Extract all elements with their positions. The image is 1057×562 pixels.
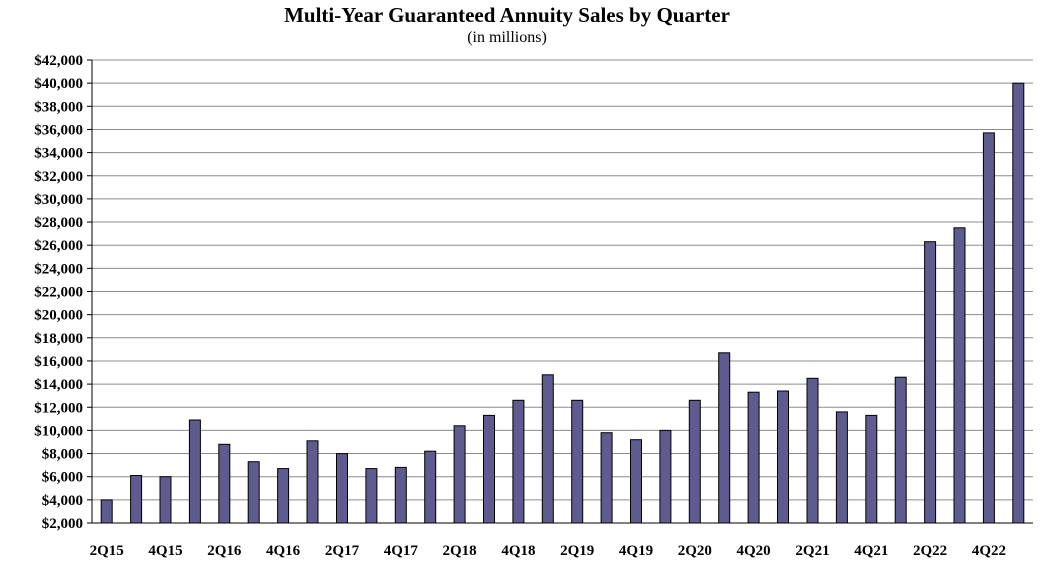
y-tick-label: $8,000 bbox=[42, 447, 83, 463]
bar bbox=[924, 241, 937, 524]
y-tick-labels: $2,000 $4,000 $6,000 $8,000 $10,000 $12,000 $1… bbox=[34, 53, 83, 532]
x-tick-labels: 2Q15 4Q15 2Q16 4Q16 2Q17 4Q17 2Q18 4Q18 2Q19 4Q19… bbox=[90, 543, 1006, 559]
y-tick-label: $26,000 bbox=[34, 238, 83, 254]
x-tick-label: 2Q17 bbox=[325, 543, 360, 559]
y-tick-label: $10,000 bbox=[34, 423, 83, 439]
bar bbox=[718, 352, 731, 524]
y-tick-label: $28,000 bbox=[34, 215, 83, 231]
bar bbox=[218, 443, 231, 524]
x-tick-label: 2Q20 bbox=[678, 543, 712, 559]
x-tick-label: 4Q17 bbox=[384, 543, 419, 559]
bar bbox=[571, 399, 584, 524]
bar bbox=[277, 468, 290, 524]
bar bbox=[394, 466, 407, 524]
bars bbox=[100, 82, 1025, 524]
x-tick-label: 2Q21 bbox=[795, 543, 829, 559]
bar bbox=[365, 468, 378, 524]
bar bbox=[1012, 82, 1025, 524]
bar bbox=[541, 374, 554, 524]
bar bbox=[865, 414, 878, 524]
bar bbox=[953, 227, 966, 524]
bar bbox=[336, 453, 348, 524]
bar bbox=[100, 499, 113, 524]
bar bbox=[806, 377, 819, 524]
y-tick-label: $14,000 bbox=[34, 377, 83, 393]
bar bbox=[630, 439, 642, 524]
x-tick-label: 4Q20 bbox=[737, 543, 771, 559]
y-tick-label: $20,000 bbox=[34, 308, 83, 324]
bar bbox=[659, 429, 672, 524]
bar bbox=[130, 475, 143, 524]
axes bbox=[91, 60, 1033, 524]
chart-title: Multi-Year Guaranteed Annuity Sales by Q… bbox=[284, 3, 730, 27]
chart-subtitle: (in millions) bbox=[467, 29, 547, 46]
y-tick-label: $32,000 bbox=[34, 169, 83, 185]
y-tick-label: $12,000 bbox=[34, 400, 83, 416]
bar bbox=[247, 461, 260, 524]
y-tick-label: $42,000 bbox=[34, 53, 83, 69]
bar bbox=[982, 132, 995, 524]
x-tick-label: 4Q19 bbox=[619, 543, 653, 559]
x-tick-label: 4Q22 bbox=[972, 543, 1006, 559]
y-tick-label: $30,000 bbox=[34, 192, 83, 208]
x-tick-label: 2Q18 bbox=[443, 543, 477, 559]
x-tick-label: 2Q15 bbox=[90, 543, 124, 559]
bar bbox=[453, 425, 466, 524]
bar bbox=[188, 419, 201, 524]
bar bbox=[424, 450, 437, 524]
bar bbox=[688, 399, 701, 524]
y-tick-label: $4,000 bbox=[42, 493, 83, 509]
y-tick-label: $6,000 bbox=[42, 470, 83, 486]
y-tick-label: $36,000 bbox=[34, 122, 83, 138]
x-tick-label: 2Q16 bbox=[207, 543, 242, 559]
y-tick-label: $34,000 bbox=[34, 146, 83, 162]
bar bbox=[747, 391, 760, 524]
x-tick-label: 4Q15 bbox=[148, 543, 182, 559]
y-tick-label: $24,000 bbox=[34, 261, 83, 277]
x-tick-label: 2Q19 bbox=[560, 543, 594, 559]
y-tick-label: $18,000 bbox=[34, 331, 83, 347]
bar bbox=[483, 414, 495, 524]
bar bbox=[894, 376, 907, 524]
bar bbox=[777, 390, 789, 524]
bar bbox=[600, 432, 613, 524]
x-tick-label: 2Q22 bbox=[913, 543, 947, 559]
bar bbox=[306, 440, 319, 524]
x-tick-label: 4Q18 bbox=[501, 543, 535, 559]
y-tick-label: $2,000 bbox=[42, 516, 83, 532]
bar bbox=[835, 411, 848, 524]
x-tick-label: 4Q21 bbox=[854, 543, 888, 559]
y-tick-label: $22,000 bbox=[34, 285, 83, 301]
y-tick-label: $38,000 bbox=[34, 99, 83, 115]
x-tick-label: 4Q16 bbox=[266, 543, 301, 559]
y-tick-label: $40,000 bbox=[34, 76, 83, 92]
y-tick-label: $16,000 bbox=[34, 354, 83, 370]
bar bbox=[512, 399, 525, 524]
bar bbox=[159, 476, 172, 524]
